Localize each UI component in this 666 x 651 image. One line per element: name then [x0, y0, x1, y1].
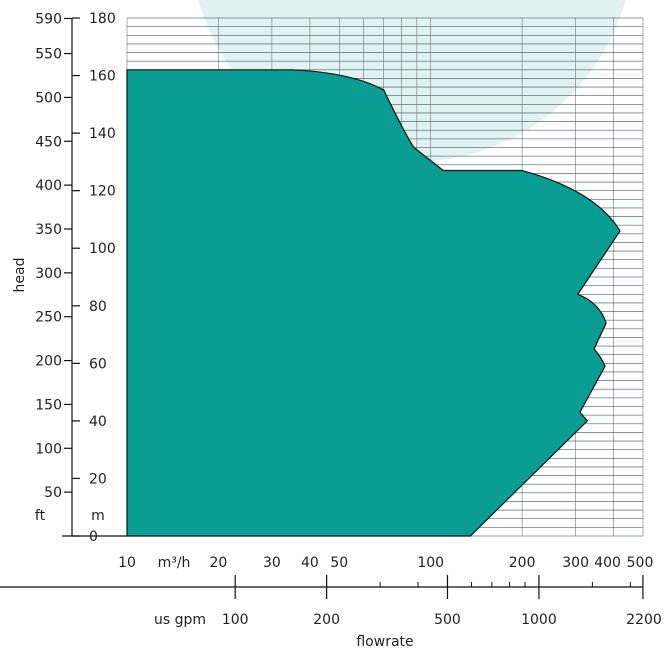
x-unit-gpm: us gpm	[154, 612, 206, 628]
y-tick-label-m: 100	[89, 241, 116, 257]
y-tick-label-ft: 50	[44, 485, 62, 501]
axes-layer	[0, 17, 644, 599]
y-unit-ft: ft	[35, 508, 46, 524]
y-tick-label-ft: 300	[35, 266, 62, 282]
x-tick-label-gpm: 100	[222, 612, 249, 628]
y-tick-label-ft: 200	[35, 354, 62, 370]
y-tick-label-ft: 550	[35, 47, 62, 63]
x-axis-title: flowrate	[356, 634, 413, 650]
x-tick-label-gpm: 200	[313, 612, 340, 628]
labels-layer: 0 20 40 60 80 100 120 140 160 180 50 100 150 200 250 30…	[12, 11, 662, 650]
y-tick-label-ft: 400	[35, 178, 62, 194]
x-tick-label-m3h: 20	[210, 555, 228, 571]
y-tick-label-m: 180	[89, 11, 116, 27]
x-tick-label-m3h: 400	[594, 555, 621, 571]
y-tick-label-m: 20	[89, 471, 107, 487]
y-tick-label-m: 60	[89, 356, 107, 372]
y-tick-label-ft: 250	[35, 310, 62, 326]
y-tick-label-m: 140	[89, 126, 116, 142]
y-tick-label-ft: 590	[35, 11, 62, 27]
x-tick-label-m3h: 100	[417, 555, 444, 571]
x-unit-m3h: m³/h	[158, 555, 191, 571]
y-tick-label-m: 80	[89, 299, 107, 315]
y-unit-m: m	[91, 508, 105, 524]
x-tick-label-gpm: 1000	[521, 612, 557, 628]
x-tick-label-m3h: 300	[562, 555, 589, 571]
envelope-layer	[126, 69, 621, 537]
y-tick-label-m: 40	[89, 414, 107, 430]
x-tick-label-gpm: 500	[434, 612, 461, 628]
y-tick-label-ft: 350	[35, 222, 62, 238]
x-tick-label-gpm: 2200	[626, 612, 662, 628]
y-tick-label-ft: 100	[35, 441, 62, 457]
y-tick-label-ft: 450	[35, 134, 62, 150]
y-tick-label-ft: 500	[35, 90, 62, 106]
y-tick-label-m: 0	[89, 529, 98, 545]
x-tick-label-m3h: 500	[627, 555, 654, 571]
x-tick-label-m3h: 30	[263, 555, 281, 571]
y-axis-title: head	[12, 258, 28, 293]
x-tick-label-m3h: 10	[118, 555, 136, 571]
y-tick-label-m: 120	[89, 184, 116, 200]
x-tick-label-m3h: 50	[330, 555, 348, 571]
x-tick-label-m3h: 200	[509, 555, 536, 571]
x-tick-label-m3h: 40	[301, 555, 319, 571]
y-tick-label-m: 160	[89, 69, 116, 85]
operating-envelope	[126, 69, 621, 537]
y-tick-label-ft: 150	[35, 397, 62, 413]
